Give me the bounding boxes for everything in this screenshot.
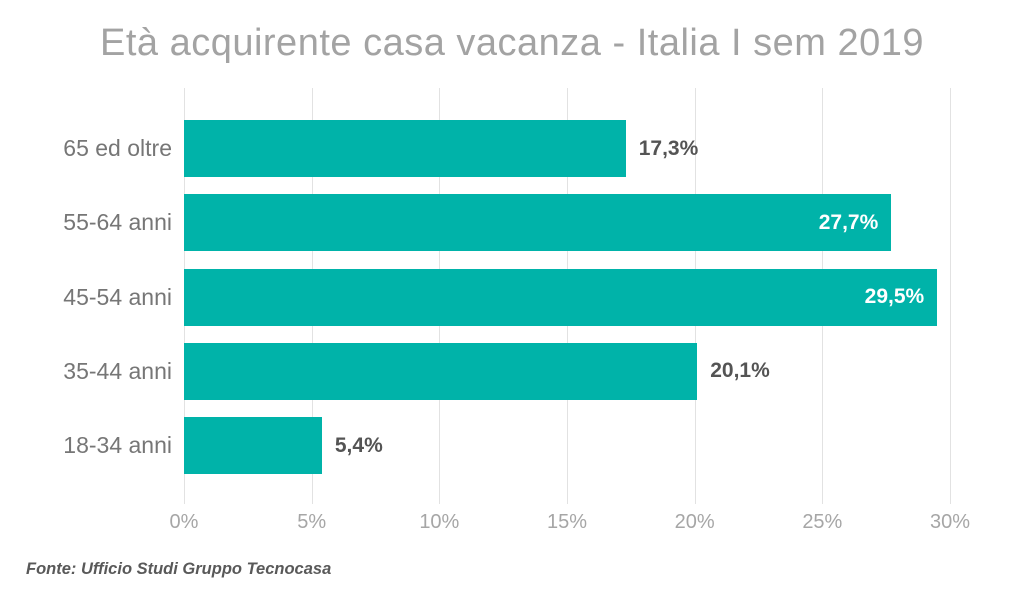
x-axis-tick-label: 0% [169,511,199,533]
bar-value-label: 27,7% [818,210,879,234]
x-axis-tick-label: 5% [297,511,327,533]
bar [184,120,626,177]
x-axis-tick-label: 25% [802,511,843,533]
category-label: 18-34 anni [63,432,172,459]
x-axis-tick-label: 30% [929,511,971,533]
x-axis-tick-label: 15% [546,511,588,533]
bar [184,342,698,400]
bar-row: 65 ed oltre 17,3% [0,120,1024,177]
bar [184,194,892,252]
bar-row: 45-54 anni 29,5% [0,268,1024,326]
category-label: 45-54 anni [63,283,172,310]
bar-value-label: 17,3% [638,136,699,160]
category-label: 65 ed oltre [63,135,172,161]
bar-value-label: 29,5% [864,285,925,309]
bar [184,268,938,326]
x-axis-tick-label: 20% [674,511,715,533]
bar-row: 18-34 anni 5,4% [0,417,1024,475]
gridline [950,88,951,504]
bar-row: 55-64 anni 27,7% [0,194,1024,252]
category-label: 35-44 anni [63,357,172,384]
x-axis-tick-label: 10% [419,511,460,533]
bar [184,417,322,475]
chart-title: Età acquirente casa vacanza - Italia I s… [99,22,925,64]
bar-value-label: 20,1% [710,359,770,383]
source-note: Fonte: Ufficio Studi Gruppo Tecnocasa [26,560,332,578]
category-label: 55-64 anni [63,209,172,236]
bar-value-label: 5,4% [334,433,383,457]
bar-row: 35-44 anni 20,1% [0,342,1024,400]
